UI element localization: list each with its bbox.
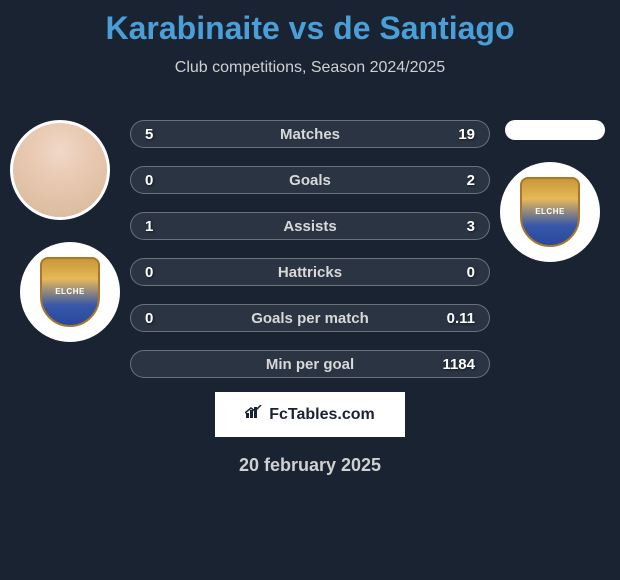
- stat-row-matches: 5 Matches 19: [130, 120, 490, 148]
- stat-label: Assists: [283, 218, 336, 235]
- stat-row-assists: 1 Assists 3: [130, 212, 490, 240]
- elche-crest-icon: [520, 177, 580, 247]
- main-container: Karabinaite vs de Santiago Club competit…: [0, 0, 620, 486]
- stat-left-value: 1: [145, 218, 153, 235]
- stat-right-value: 0.11: [447, 310, 475, 327]
- elche-crest-icon: [40, 257, 100, 327]
- stat-row-goals-per-match: 0 Goals per match 0.11: [130, 304, 490, 332]
- stat-row-goals: 0 Goals 2: [130, 166, 490, 194]
- stat-left-value: 0: [145, 310, 153, 327]
- date-text: 20 february 2025: [0, 455, 620, 476]
- stat-right-value: 1184: [442, 356, 475, 373]
- stat-label: Hattricks: [278, 264, 342, 281]
- stat-left-value: 0: [145, 172, 153, 189]
- player-right-placeholder: [505, 120, 605, 140]
- stat-right-value: 0: [467, 264, 475, 281]
- stat-label: Goals per match: [251, 310, 369, 327]
- stats-list: 5 Matches 19 0 Goals 2 1 Assists 3 0 Hat…: [130, 120, 490, 396]
- branding[interactable]: FcTables.com: [215, 392, 405, 437]
- stat-label: Min per goal: [266, 356, 354, 373]
- subtitle: Club competitions, Season 2024/2025: [0, 59, 620, 77]
- stat-right-value: 3: [467, 218, 475, 235]
- chart-icon: [245, 405, 263, 424]
- stat-left-value: 0: [145, 264, 153, 281]
- stat-row-hattricks: 0 Hattricks 0: [130, 258, 490, 286]
- stat-left-value: 5: [145, 126, 153, 143]
- branding-text: FcTables.com: [269, 406, 375, 424]
- stat-right-value: 2: [467, 172, 475, 189]
- player-left-avatar: [10, 120, 110, 220]
- stat-row-min-per-goal: Min per goal 1184: [130, 350, 490, 378]
- stat-label: Goals: [289, 172, 331, 189]
- stat-label: Matches: [280, 126, 340, 143]
- page-title: Karabinaite vs de Santiago: [0, 10, 620, 47]
- club-badge-right: [500, 162, 600, 262]
- comparison-area: 5 Matches 19 0 Goals 2 1 Assists 3 0 Hat…: [0, 102, 620, 382]
- club-badge-left: [20, 242, 120, 342]
- stat-right-value: 19: [458, 126, 475, 143]
